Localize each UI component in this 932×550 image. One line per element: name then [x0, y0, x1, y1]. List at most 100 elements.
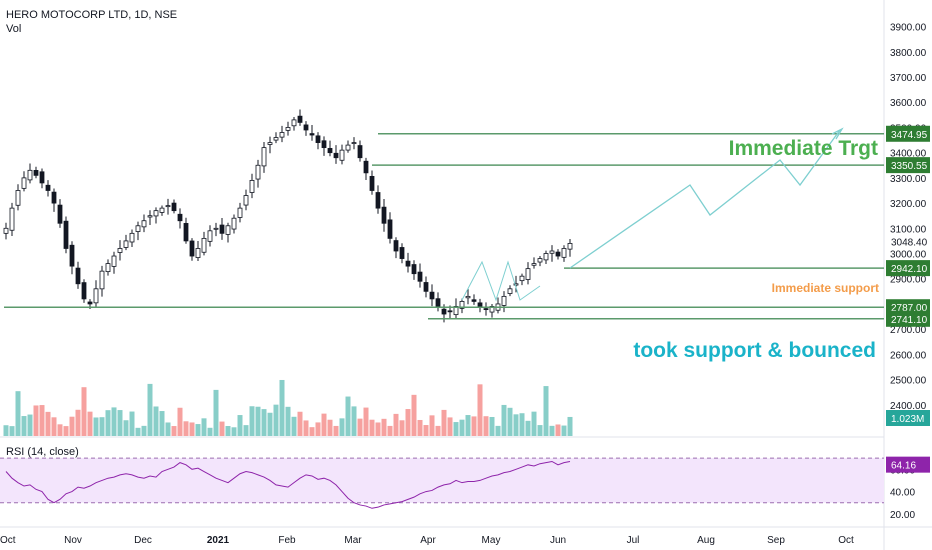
candle-body [237, 207, 243, 218]
annotation-support: Immediate support [772, 281, 879, 295]
price-level-label: 2942.10 [891, 264, 928, 275]
candle-body [261, 147, 267, 167]
candle-body [519, 275, 525, 282]
volume-bar [105, 410, 111, 436]
x-tick-label: Feb [278, 535, 296, 546]
candle-body [87, 301, 93, 305]
candle-body [285, 127, 291, 131]
volume-bar [459, 419, 465, 436]
candle-body [171, 202, 177, 212]
volume-bar [531, 411, 537, 436]
candle-body [273, 137, 279, 141]
annotation-bounce: took support & bounced [633, 339, 876, 362]
volume-bar [141, 425, 147, 436]
volume-bar [57, 424, 63, 436]
candle-body [81, 282, 87, 300]
volume-bar [99, 417, 105, 436]
volume-bar [213, 389, 219, 436]
rsi-line [5, 460, 571, 509]
candle-body [297, 115, 303, 123]
candle-body [345, 144, 351, 151]
volume-badge-label: 1.023M [891, 414, 924, 425]
volume-bar [381, 418, 387, 436]
pattern-path [461, 260, 541, 302]
projection-path [569, 129, 841, 269]
volume-bar [495, 425, 501, 436]
volume-bar [75, 409, 81, 436]
candle-body [555, 251, 561, 257]
volume-bar [147, 383, 153, 436]
y-tick-label: 3600.00 [890, 98, 927, 109]
volume-bar [279, 379, 285, 436]
candle-body [483, 308, 489, 311]
candle-body [75, 267, 81, 285]
volume-bar [273, 404, 279, 436]
candle-body [279, 132, 285, 138]
y-tick-label: 3400.00 [890, 149, 927, 160]
volume-bar [237, 415, 243, 436]
candle-body [27, 169, 33, 181]
candle-body [429, 291, 435, 300]
volume-bar [393, 413, 399, 436]
volume-bar [483, 416, 489, 436]
volume-bar [63, 426, 69, 436]
volume-bar [471, 416, 477, 436]
volume-bar [363, 407, 369, 436]
candle-body [549, 250, 555, 254]
volume-bar [549, 425, 555, 436]
candle-body [393, 240, 399, 252]
volume-bar [195, 424, 201, 436]
candle-body [153, 210, 159, 217]
volume-bar [243, 425, 249, 436]
candle-body [231, 217, 237, 230]
volume-bar [189, 422, 195, 436]
rsi-band [0, 458, 884, 503]
volume-bar [297, 411, 303, 436]
candle-body [471, 299, 477, 302]
volume-bar [123, 420, 129, 436]
volume-bar [9, 426, 15, 436]
candle-body [459, 301, 465, 309]
volume-bar [429, 415, 435, 436]
price-level-badge [886, 125, 930, 142]
candle-body [453, 306, 459, 316]
candle-body [363, 160, 369, 174]
candle-body [507, 288, 513, 294]
candle-body [213, 227, 219, 230]
candle-body [51, 191, 57, 204]
volume-bar [69, 416, 75, 436]
candle-body [477, 302, 483, 307]
volume-bar [357, 418, 363, 436]
y-tick-label: 2400.00 [890, 401, 927, 412]
volume-bar [309, 427, 315, 436]
candle-body [249, 179, 255, 193]
candle-body [537, 258, 543, 263]
price-level-badge [886, 260, 930, 277]
x-tick-label: Jun [550, 535, 566, 546]
candle-body [513, 283, 519, 286]
volume-bar [567, 416, 573, 436]
candle-body [465, 295, 471, 299]
volume-bar [3, 425, 9, 436]
volume-bar [543, 386, 549, 436]
volume-bar [525, 420, 531, 436]
candle-body [501, 295, 507, 306]
volume-bar [477, 384, 483, 436]
volume-bar [513, 414, 519, 436]
volume-bar [417, 419, 423, 436]
candle-body [327, 148, 333, 154]
candle-body [423, 282, 429, 292]
candle-body [351, 142, 357, 144]
volume-bar [423, 425, 429, 436]
candle-body [57, 204, 63, 224]
x-tick-label: Mar [344, 535, 362, 546]
volume-bar [345, 396, 351, 436]
candle-body [3, 227, 9, 234]
candle-body [405, 260, 411, 267]
candle-body [105, 263, 111, 273]
y-tick-label: 2600.00 [890, 350, 927, 361]
volume-bar [555, 424, 561, 436]
candle-body [339, 149, 345, 161]
volume-bar [453, 422, 459, 436]
